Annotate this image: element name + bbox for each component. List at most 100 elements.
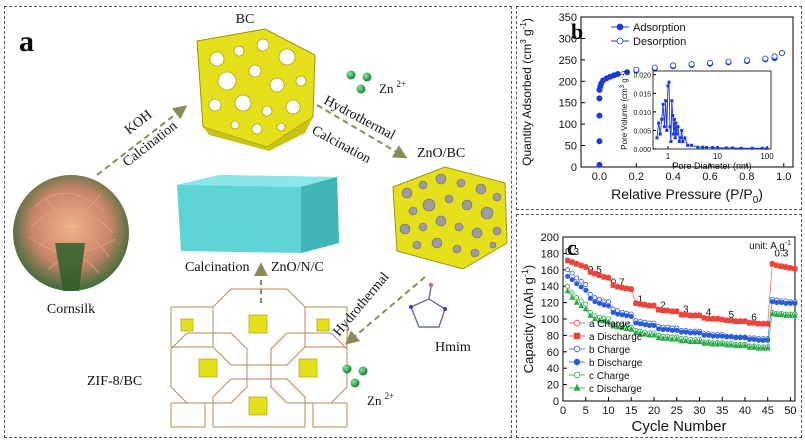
series-point bbox=[737, 342, 744, 349]
series-point bbox=[687, 338, 694, 345]
series-point bbox=[769, 299, 775, 305]
series-point bbox=[701, 315, 707, 321]
series-point bbox=[619, 324, 625, 331]
series-point bbox=[642, 330, 648, 337]
desorption-point bbox=[688, 61, 695, 68]
series-point bbox=[610, 309, 616, 315]
inset-pore-point bbox=[660, 117, 664, 121]
x-tick-label: 0.6 bbox=[702, 171, 717, 183]
series-point bbox=[787, 265, 793, 271]
x-tick-label: 45 bbox=[762, 405, 774, 417]
rate-performance-chart: c 0 5 10 15 20 25 30 35 40 45 50020406080100120140… bbox=[520, 232, 798, 435]
x-tick-label: 10 bbox=[602, 405, 614, 417]
series-point bbox=[623, 325, 630, 331]
series-point bbox=[719, 340, 725, 347]
series-point bbox=[565, 273, 571, 279]
panel-letter-a: a bbox=[19, 25, 34, 58]
series-point bbox=[615, 284, 621, 290]
series-point bbox=[660, 308, 666, 314]
y-tick-label: 40 bbox=[547, 363, 559, 375]
inset-y-tick-label: 0.010 bbox=[633, 110, 651, 117]
inset-pore-point bbox=[657, 121, 661, 125]
series-point bbox=[696, 330, 702, 336]
x-tick-label: 25 bbox=[671, 405, 683, 417]
panel-a-schematic: a BC Cornsilk KOH Calcination Zn 2+ Hydro… bbox=[4, 6, 512, 438]
series-point bbox=[578, 302, 584, 308]
legend-label: a Charge bbox=[589, 319, 631, 330]
inset-pore-point bbox=[715, 146, 719, 150]
desorption-point bbox=[762, 55, 769, 62]
series-point bbox=[628, 326, 634, 332]
inset-pore-point bbox=[681, 140, 685, 144]
y-tick-label: 250 bbox=[559, 55, 577, 67]
desorption-point bbox=[743, 57, 750, 64]
legend-marker bbox=[573, 319, 581, 327]
series-point bbox=[596, 273, 602, 279]
inset-pore-point bbox=[661, 102, 665, 106]
legend-label: c Charge bbox=[589, 371, 630, 382]
series-point bbox=[701, 339, 707, 346]
inset-pore-point bbox=[667, 80, 671, 84]
legend-marker bbox=[573, 383, 581, 391]
series-point bbox=[783, 264, 789, 270]
y-tick-label: 140 bbox=[541, 281, 559, 293]
inset-pore-point bbox=[676, 125, 680, 129]
cornsilk-image bbox=[13, 175, 129, 291]
inset-x-tick-label: 10 bbox=[713, 152, 722, 161]
series-point bbox=[569, 277, 575, 283]
inset-pore-point bbox=[750, 146, 754, 150]
series-point bbox=[587, 312, 594, 318]
hydrothermal-label-right: Hydrothermal bbox=[331, 270, 393, 340]
series-point bbox=[755, 344, 762, 351]
inset-pore-point bbox=[673, 136, 677, 140]
x-axis-label: Cycle Number bbox=[631, 418, 726, 435]
series-point bbox=[564, 287, 571, 294]
series-point bbox=[751, 337, 757, 343]
zif8-bc-image bbox=[170, 288, 348, 428]
series-point bbox=[633, 300, 639, 306]
inset-pore-point bbox=[675, 132, 679, 136]
series-point bbox=[651, 331, 657, 338]
legend-label: b Discharge bbox=[589, 358, 643, 369]
series-point bbox=[583, 264, 589, 270]
inset-pore-point bbox=[724, 146, 728, 150]
series-point bbox=[592, 315, 598, 322]
series-point bbox=[665, 308, 671, 314]
bc-label: BC bbox=[236, 12, 255, 27]
x-tick-label: 0 bbox=[560, 405, 566, 417]
adsorption-point bbox=[596, 112, 603, 119]
inset-pore-point bbox=[671, 114, 675, 118]
inset-pore-point bbox=[668, 125, 672, 129]
series-point bbox=[674, 327, 680, 333]
inset-pore-point bbox=[655, 136, 659, 140]
zno-bc-label: ZnO/BC bbox=[417, 146, 465, 161]
inset-pore-point bbox=[739, 146, 743, 150]
series-point bbox=[615, 311, 621, 317]
series-point bbox=[719, 333, 725, 339]
adsorption-point bbox=[596, 95, 603, 102]
series-point bbox=[756, 337, 762, 343]
series-point bbox=[792, 266, 798, 272]
series-point bbox=[565, 267, 571, 273]
series-point bbox=[592, 299, 598, 305]
legend-label: c Discharge bbox=[589, 384, 642, 395]
series-point bbox=[747, 337, 753, 343]
inset-pore-point bbox=[686, 143, 690, 147]
y-tick-label: 350 bbox=[559, 12, 577, 24]
series-point bbox=[605, 303, 611, 309]
series-point bbox=[565, 258, 571, 264]
desorption-point bbox=[725, 58, 732, 65]
series-point bbox=[601, 274, 607, 280]
legend-marker bbox=[573, 358, 581, 366]
inset-pore-point bbox=[760, 146, 764, 150]
series-point bbox=[787, 300, 793, 306]
inset-pore-point bbox=[664, 99, 668, 103]
desorption-point bbox=[771, 53, 778, 60]
inset-pore-point bbox=[674, 121, 678, 125]
zno-n-c-image bbox=[177, 175, 339, 253]
series-point bbox=[605, 318, 612, 325]
legend-marker-desorption bbox=[616, 37, 624, 45]
series-point bbox=[669, 309, 675, 315]
x-tick-label: 0.8 bbox=[739, 171, 754, 183]
x-axis-label: Relative Pressure (P/P0) bbox=[611, 186, 763, 206]
